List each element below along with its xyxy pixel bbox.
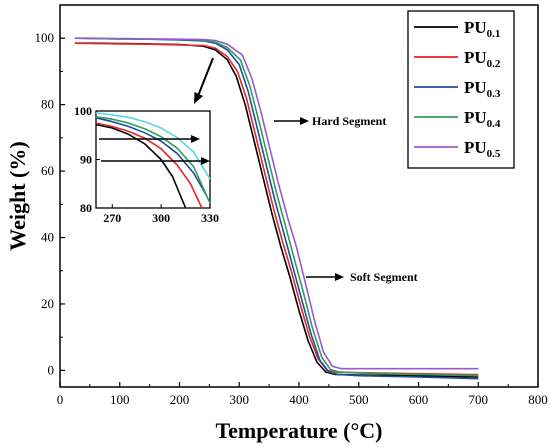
inset-series-line-1 bbox=[95, 123, 187, 209]
inset-series-line-4 bbox=[95, 116, 211, 204]
hard-segment-annotation: Hard Segment bbox=[274, 114, 386, 128]
y-tick-label: 60 bbox=[41, 163, 54, 178]
legend: PU0.1 PU0.2 PU0.3 PU0.4 PU0.5 bbox=[407, 10, 515, 169]
series-line-PU0.5 bbox=[74, 37, 479, 370]
y-tick-label: 100 bbox=[35, 30, 55, 45]
legend-label-PU0.2: PU0.2 bbox=[464, 48, 501, 70]
main-series bbox=[74, 37, 479, 380]
inset-arrow-lower bbox=[101, 157, 210, 165]
y-tick-label: 20 bbox=[41, 296, 54, 311]
soft-segment-annotation: Soft Segment bbox=[306, 270, 418, 284]
inset-x-tick-label: 300 bbox=[152, 211, 170, 225]
inset-series-line-3 bbox=[95, 117, 208, 197]
x-tick-label: 200 bbox=[170, 392, 190, 407]
main-axes: 0 100 200 300 400 500 600 700 800 0 20 40 60 80 100 bbox=[35, 30, 548, 407]
inset-pointer bbox=[194, 57, 214, 104]
x-tick-label: 700 bbox=[469, 392, 489, 407]
legend-label-PU0.1: PU0.1 bbox=[464, 18, 500, 40]
inset-series-line-2 bbox=[95, 122, 203, 209]
legend-label-PU0.3: PU0.3 bbox=[464, 78, 501, 100]
inset-series bbox=[95, 112, 211, 209]
x-tick-label: 300 bbox=[230, 392, 250, 407]
inset-y-tick-label: 100 bbox=[74, 104, 92, 118]
inset-series-line-5 bbox=[95, 112, 211, 180]
legend-box bbox=[407, 10, 515, 169]
svg-text:Hard Segment: Hard Segment bbox=[312, 114, 386, 128]
y-tick-label: 80 bbox=[41, 97, 54, 112]
y-tick-label: 0 bbox=[48, 362, 55, 377]
y-tick-label: 40 bbox=[41, 230, 54, 245]
inset-chart: 270 300 330 80 90 100 bbox=[74, 104, 219, 225]
series-line-PU0.2 bbox=[74, 42, 479, 376]
x-tick-label: 400 bbox=[289, 392, 309, 407]
x-tick-label: 800 bbox=[528, 392, 548, 407]
y-axis-label: Weight (%) bbox=[5, 141, 30, 250]
x-tick-label: 600 bbox=[409, 392, 429, 407]
x-tick-label: 500 bbox=[349, 392, 369, 407]
inset-x-tick-label: 330 bbox=[201, 211, 219, 225]
legend-label-PU0.4: PU0.4 bbox=[464, 108, 501, 130]
x-tick-label: 0 bbox=[57, 392, 64, 407]
x-axis-label: Temperature (°C) bbox=[215, 418, 382, 443]
inset-x-tick-label: 270 bbox=[103, 211, 121, 225]
inset-arrow-upper bbox=[99, 135, 200, 143]
svg-text:Soft Segment: Soft Segment bbox=[350, 270, 418, 284]
legend-label-PU0.5: PU0.5 bbox=[464, 138, 501, 160]
x-tick-label: 100 bbox=[110, 392, 130, 407]
inset-axes: 270 300 330 80 90 100 bbox=[74, 104, 219, 225]
inset-y-tick-label: 90 bbox=[80, 153, 92, 167]
inset-y-tick-label: 80 bbox=[80, 201, 92, 215]
